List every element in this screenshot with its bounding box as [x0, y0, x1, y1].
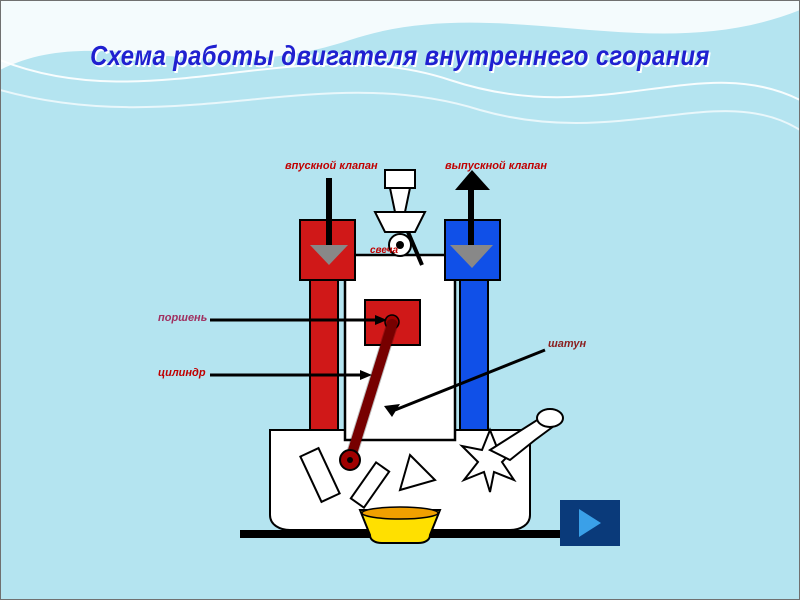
- rod-label: шатун: [548, 338, 586, 350]
- piston-label: поршень: [158, 312, 207, 324]
- intake-valve-label: впускной клапан: [285, 160, 378, 172]
- cylinder-label: цилиндр: [158, 367, 206, 379]
- page-title: Схема работы двигателя внутреннего сгора…: [60, 40, 740, 72]
- spark-plug-label: свеча: [370, 245, 398, 256]
- play-button[interactable]: [560, 500, 620, 546]
- exhaust-valve-label: выпускной клапан: [445, 160, 547, 172]
